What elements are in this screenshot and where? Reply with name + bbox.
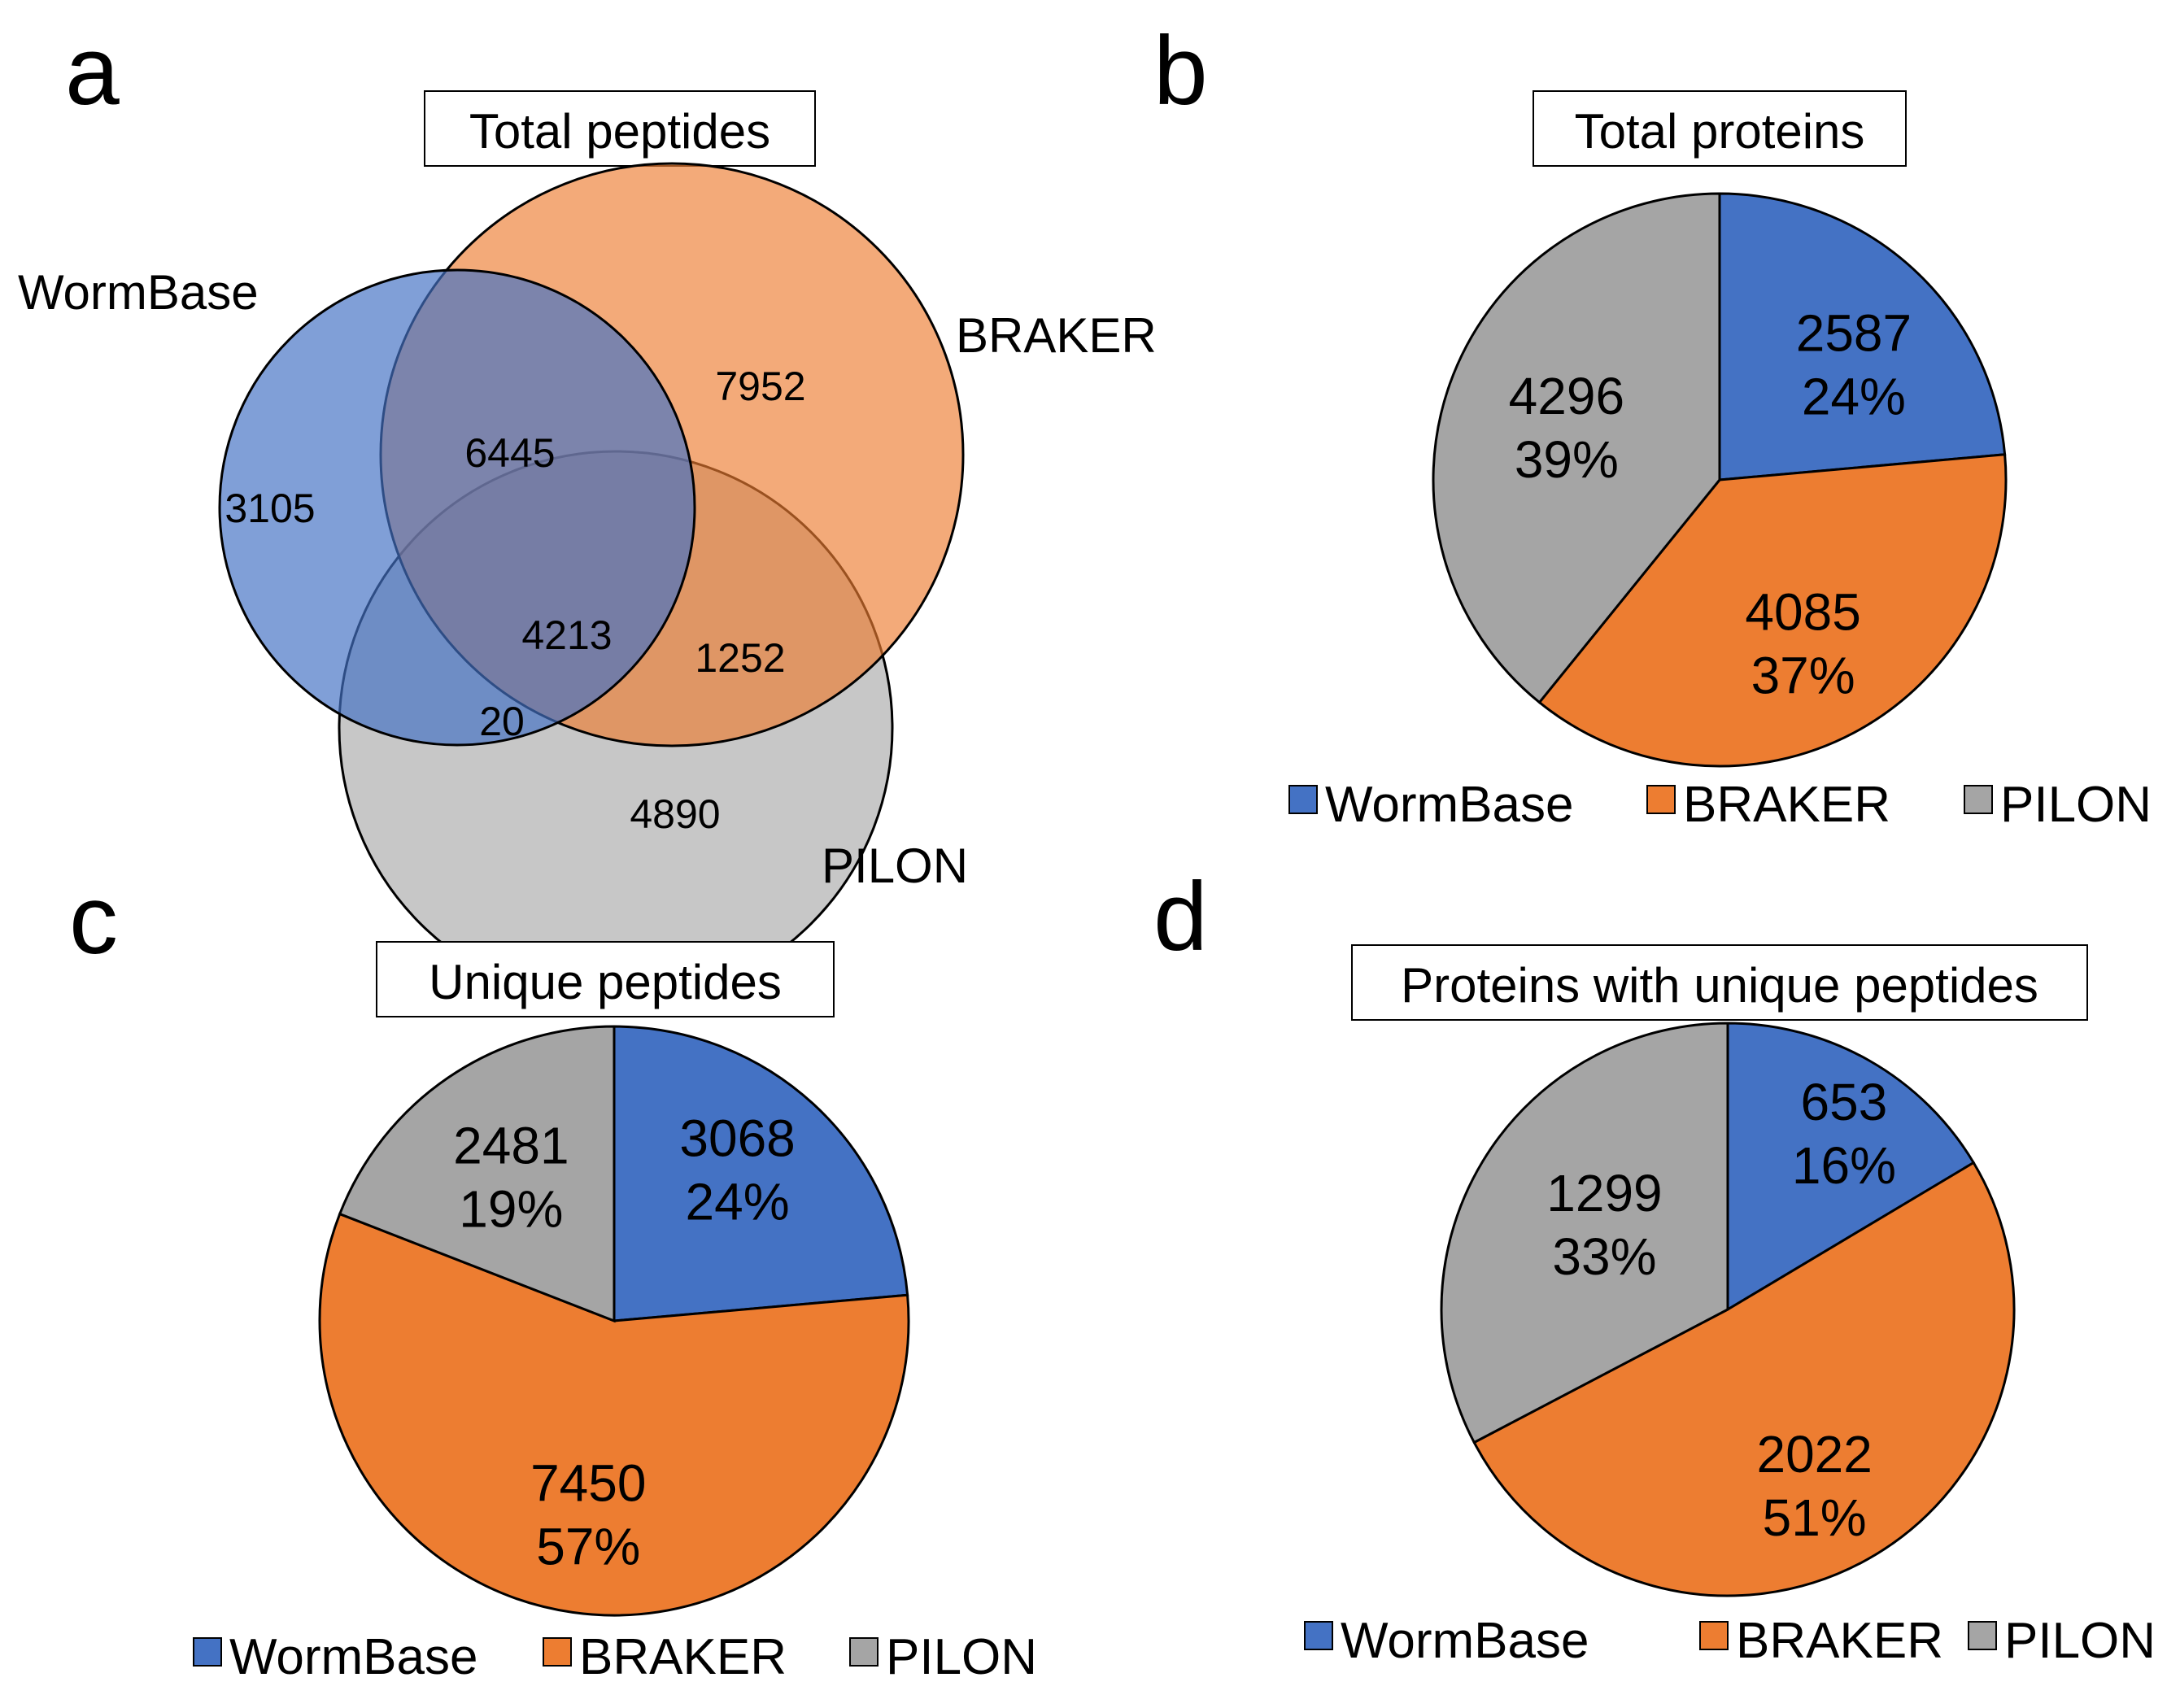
pie-b-slices bbox=[1432, 192, 2008, 768]
legend-c-swatch-wormbase bbox=[193, 1637, 222, 1667]
title-box-d bbox=[1351, 944, 2088, 1021]
legend-d-swatch-pilon bbox=[1968, 1621, 1997, 1650]
panel-a-venn: a Total peptides WormBase BRAKER PILON 3… bbox=[18, 16, 1157, 1006]
venn-set-label-wormbase: WormBase bbox=[18, 265, 259, 320]
legend-b-label-wormbase: WormBase bbox=[1325, 777, 1574, 833]
pie-b-slice-wormbase bbox=[1718, 192, 2007, 481]
legend-c-label-wormbase: WormBase bbox=[229, 1629, 478, 1685]
pie-b-percent-label-braker: 37% bbox=[1751, 647, 1855, 705]
pie-b-value-label-wormbase: 2587 bbox=[1796, 304, 1912, 363]
pie-c-percent-label-braker: 57% bbox=[536, 1517, 640, 1575]
pie-c-slices bbox=[318, 1025, 910, 1617]
legend-b-swatch-pilon bbox=[1964, 785, 1993, 814]
pie-b-value-label-pilon: 4296 bbox=[1509, 367, 1624, 425]
pie-d-percent-label-pilon: 33% bbox=[1552, 1227, 1656, 1286]
pie-c-slice-pilon bbox=[338, 1025, 616, 1323]
pie-c-slice-braker bbox=[318, 1212, 910, 1617]
pie-c-value-label-braker: 7450 bbox=[530, 1453, 646, 1512]
panel-c-pie: c Unique peptides 306824%745057%248119% … bbox=[69, 865, 1037, 1685]
panel-letter-a: a bbox=[65, 16, 120, 125]
pie-b-percent-label-wormbase: 24% bbox=[1802, 368, 1906, 426]
legend-c-label-pilon: PILON bbox=[886, 1629, 1037, 1685]
chart-title-a: Total peptides bbox=[469, 104, 770, 159]
venn-region-wormbase-braker: 6445 bbox=[464, 430, 555, 476]
title-box-c bbox=[376, 941, 835, 1017]
pie-d-slice-pilon bbox=[1440, 1022, 1729, 1444]
venn-region-braker-only: 7952 bbox=[715, 364, 805, 409]
pie-b-slice-braker bbox=[1537, 453, 2008, 768]
legend-c-label-braker: BRAKER bbox=[579, 1629, 787, 1685]
legend-b-swatch-wormbase bbox=[1288, 785, 1318, 814]
pie-b-percent-label-pilon: 39% bbox=[1515, 430, 1619, 489]
legend-b-label-pilon: PILON bbox=[2000, 777, 2152, 833]
pie-c-percent-label-wormbase: 24% bbox=[686, 1173, 790, 1231]
panel-letter-d: d bbox=[1153, 862, 1208, 971]
pie-b-slice-pilon bbox=[1432, 192, 1721, 704]
title-box-b bbox=[1533, 90, 1907, 167]
legend-c-swatch-braker bbox=[543, 1637, 572, 1667]
legend-c: WormBase BRAKER PILON bbox=[193, 1629, 1037, 1685]
panel-letter-b: b bbox=[1153, 16, 1208, 125]
title-box-a bbox=[424, 90, 816, 167]
legend-d-label-braker: BRAKER bbox=[1736, 1613, 1943, 1669]
pie-d-percent-label-braker: 51% bbox=[1763, 1488, 1867, 1547]
legend-b-label-braker: BRAKER bbox=[1683, 777, 1890, 833]
pie-d-slice-wormbase bbox=[1726, 1022, 1976, 1312]
legend-d-label-wormbase: WormBase bbox=[1341, 1613, 1589, 1669]
venn-region-wormbase-pilon: 20 bbox=[479, 699, 525, 744]
venn-set-label-pilon: PILON bbox=[822, 839, 968, 893]
venn-circle-wormbase bbox=[218, 268, 696, 747]
pie-d-slices bbox=[1440, 1022, 2016, 1597]
venn-region-braker-pilon: 1252 bbox=[695, 635, 785, 681]
pie-c-slice-wormbase bbox=[613, 1025, 909, 1322]
pie-b-value-label-braker: 4085 bbox=[1745, 583, 1860, 642]
pie-d-slice-braker bbox=[1472, 1161, 2016, 1597]
pie-d-percent-label-wormbase: 16% bbox=[1792, 1136, 1896, 1195]
chart-title-c: Unique peptides bbox=[429, 955, 782, 1009]
legend-b-swatch-braker bbox=[1646, 785, 1676, 814]
pie-d-value-label-pilon: 1299 bbox=[1546, 1164, 1662, 1222]
venn-region-pilon-only: 4890 bbox=[630, 791, 720, 837]
pie-d-value-label-braker: 2022 bbox=[1756, 1425, 1872, 1484]
panel-letter-c: c bbox=[69, 865, 118, 974]
legend-c-swatch-pilon bbox=[849, 1637, 879, 1667]
legend-b: WormBase BRAKER PILON bbox=[1288, 777, 2152, 833]
pie-c-value-label-pilon: 2481 bbox=[453, 1117, 569, 1175]
pie-c-percent-label-pilon: 19% bbox=[459, 1180, 563, 1239]
pie-d-value-label-wormbase: 653 bbox=[1801, 1073, 1888, 1131]
legend-d-label-pilon: PILON bbox=[2004, 1613, 2156, 1669]
legend-d-swatch-braker bbox=[1699, 1621, 1729, 1650]
legend-d: WormBase BRAKER PILON bbox=[1304, 1613, 2156, 1669]
legend-d-swatch-wormbase bbox=[1304, 1621, 1333, 1650]
venn-region-wormbase-only: 3105 bbox=[225, 486, 315, 531]
chart-title-b: Total proteins bbox=[1575, 104, 1865, 159]
pie-c-value-label-wormbase: 3068 bbox=[679, 1109, 795, 1168]
venn-region-all-three: 4213 bbox=[521, 612, 612, 658]
venn-set-label-braker: BRAKER bbox=[956, 308, 1157, 363]
chart-title-d: Proteins with unique peptides bbox=[1401, 958, 2038, 1013]
